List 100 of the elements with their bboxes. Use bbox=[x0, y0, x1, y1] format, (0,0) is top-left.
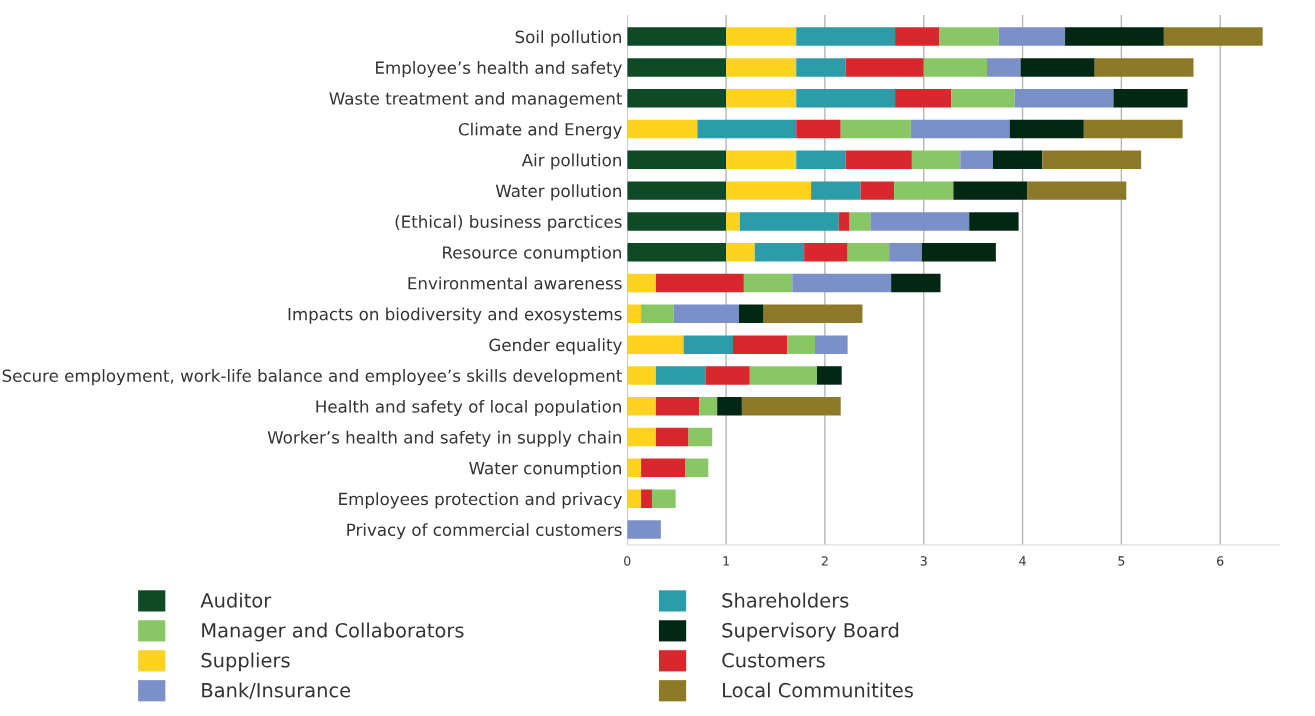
y-tick-label: Privacy of commercial customers bbox=[347, 523, 622, 540]
x-tick-label: 5 bbox=[1118, 556, 1125, 566]
bar bbox=[673, 304, 739, 324]
x-tick-label: 0 bbox=[624, 556, 631, 566]
y-tick-label: Secure employment, work-life balance and employee’s skills development bbox=[2, 369, 622, 386]
bar bbox=[726, 88, 797, 108]
bar bbox=[1042, 150, 1142, 170]
bar bbox=[840, 119, 911, 139]
x-tick-label: 2 bbox=[821, 556, 828, 566]
bar bbox=[705, 366, 750, 385]
y-tick-label: Water conumption bbox=[469, 461, 621, 478]
bar bbox=[804, 242, 848, 262]
y-tick-label: Resource conumption bbox=[443, 245, 621, 263]
bar bbox=[849, 212, 871, 231]
bar bbox=[998, 27, 1066, 46]
bar bbox=[627, 458, 642, 478]
bar bbox=[641, 489, 652, 508]
bar bbox=[627, 335, 684, 354]
bar bbox=[641, 304, 674, 324]
bar bbox=[787, 335, 816, 354]
bar bbox=[685, 458, 709, 478]
bar bbox=[860, 181, 895, 200]
bar bbox=[1083, 119, 1183, 139]
bar bbox=[627, 212, 727, 231]
bar bbox=[726, 58, 797, 77]
x-tick-label: 6 bbox=[1217, 556, 1224, 566]
bar bbox=[655, 427, 689, 447]
bar bbox=[796, 88, 896, 108]
bar bbox=[627, 273, 656, 293]
bar bbox=[969, 212, 1019, 231]
y-tick-label: Water pollution bbox=[495, 184, 621, 201]
bar bbox=[749, 366, 817, 385]
bar bbox=[697, 119, 797, 139]
legend-label: Auditor bbox=[200, 592, 272, 608]
bar bbox=[655, 366, 706, 385]
bar bbox=[911, 150, 961, 170]
bar bbox=[923, 58, 987, 77]
bar bbox=[627, 119, 698, 139]
bar bbox=[741, 397, 841, 416]
bar bbox=[627, 58, 727, 77]
y-tick-label: Gender equality bbox=[489, 338, 622, 355]
bar bbox=[986, 58, 1021, 77]
y-tick-label: Impacts on biodiversity and exosystems bbox=[288, 307, 622, 324]
y-tick-label: Worker’s health and safety in supply chain bbox=[267, 430, 621, 447]
bar bbox=[627, 366, 656, 385]
x-tick-label: 4 bbox=[1019, 556, 1026, 566]
bar bbox=[1009, 119, 1084, 139]
bar bbox=[763, 304, 863, 324]
bar bbox=[1020, 58, 1095, 77]
x-tick-label: 1 bbox=[723, 556, 729, 566]
bar bbox=[627, 150, 727, 170]
bar bbox=[733, 335, 788, 354]
y-tick-label: Air pollution bbox=[521, 153, 621, 170]
bar bbox=[641, 458, 686, 478]
bar bbox=[627, 88, 727, 108]
bar bbox=[845, 58, 924, 77]
legend-label: Bank/Insurance bbox=[202, 682, 351, 700]
bar bbox=[726, 181, 812, 200]
legend-label: Suppliers bbox=[201, 652, 290, 672]
bar bbox=[838, 212, 850, 231]
y-tick-label: Employee’s health and safety bbox=[376, 61, 622, 78]
bar bbox=[726, 242, 755, 262]
bar bbox=[739, 212, 839, 231]
y-tick-label: (Ethical) business parctices bbox=[395, 215, 622, 232]
y-tick-label: Health and safety of local population bbox=[316, 399, 621, 417]
bar bbox=[910, 119, 1010, 139]
bar bbox=[847, 242, 890, 262]
bar bbox=[738, 304, 764, 324]
bar bbox=[895, 27, 940, 46]
bar bbox=[992, 150, 1043, 170]
legend-label: Local Communitites bbox=[723, 682, 913, 698]
bar bbox=[743, 273, 793, 293]
bar bbox=[627, 181, 727, 200]
bar bbox=[891, 273, 941, 293]
bar bbox=[796, 150, 846, 170]
bar bbox=[683, 335, 733, 354]
bar bbox=[845, 150, 912, 170]
bar bbox=[655, 397, 700, 416]
bar bbox=[815, 335, 848, 354]
bar bbox=[627, 427, 656, 447]
bar bbox=[627, 489, 642, 508]
bar bbox=[817, 366, 842, 385]
bar bbox=[796, 58, 846, 77]
bar bbox=[1094, 58, 1194, 77]
bar bbox=[951, 88, 1015, 108]
bar bbox=[796, 27, 896, 46]
legend-label: Shareholders bbox=[722, 592, 849, 608]
bar bbox=[1027, 181, 1127, 200]
bar bbox=[627, 520, 661, 539]
bar bbox=[895, 88, 952, 108]
bar bbox=[953, 181, 1028, 200]
bar bbox=[1163, 27, 1263, 46]
legend-label: Customers bbox=[722, 652, 825, 668]
y-tick-label: Waste treatment and management bbox=[329, 91, 622, 109]
bar bbox=[726, 27, 797, 46]
bar bbox=[627, 397, 656, 416]
bar bbox=[754, 242, 805, 262]
bar bbox=[627, 27, 727, 46]
bar bbox=[726, 150, 797, 170]
bar bbox=[796, 119, 841, 139]
